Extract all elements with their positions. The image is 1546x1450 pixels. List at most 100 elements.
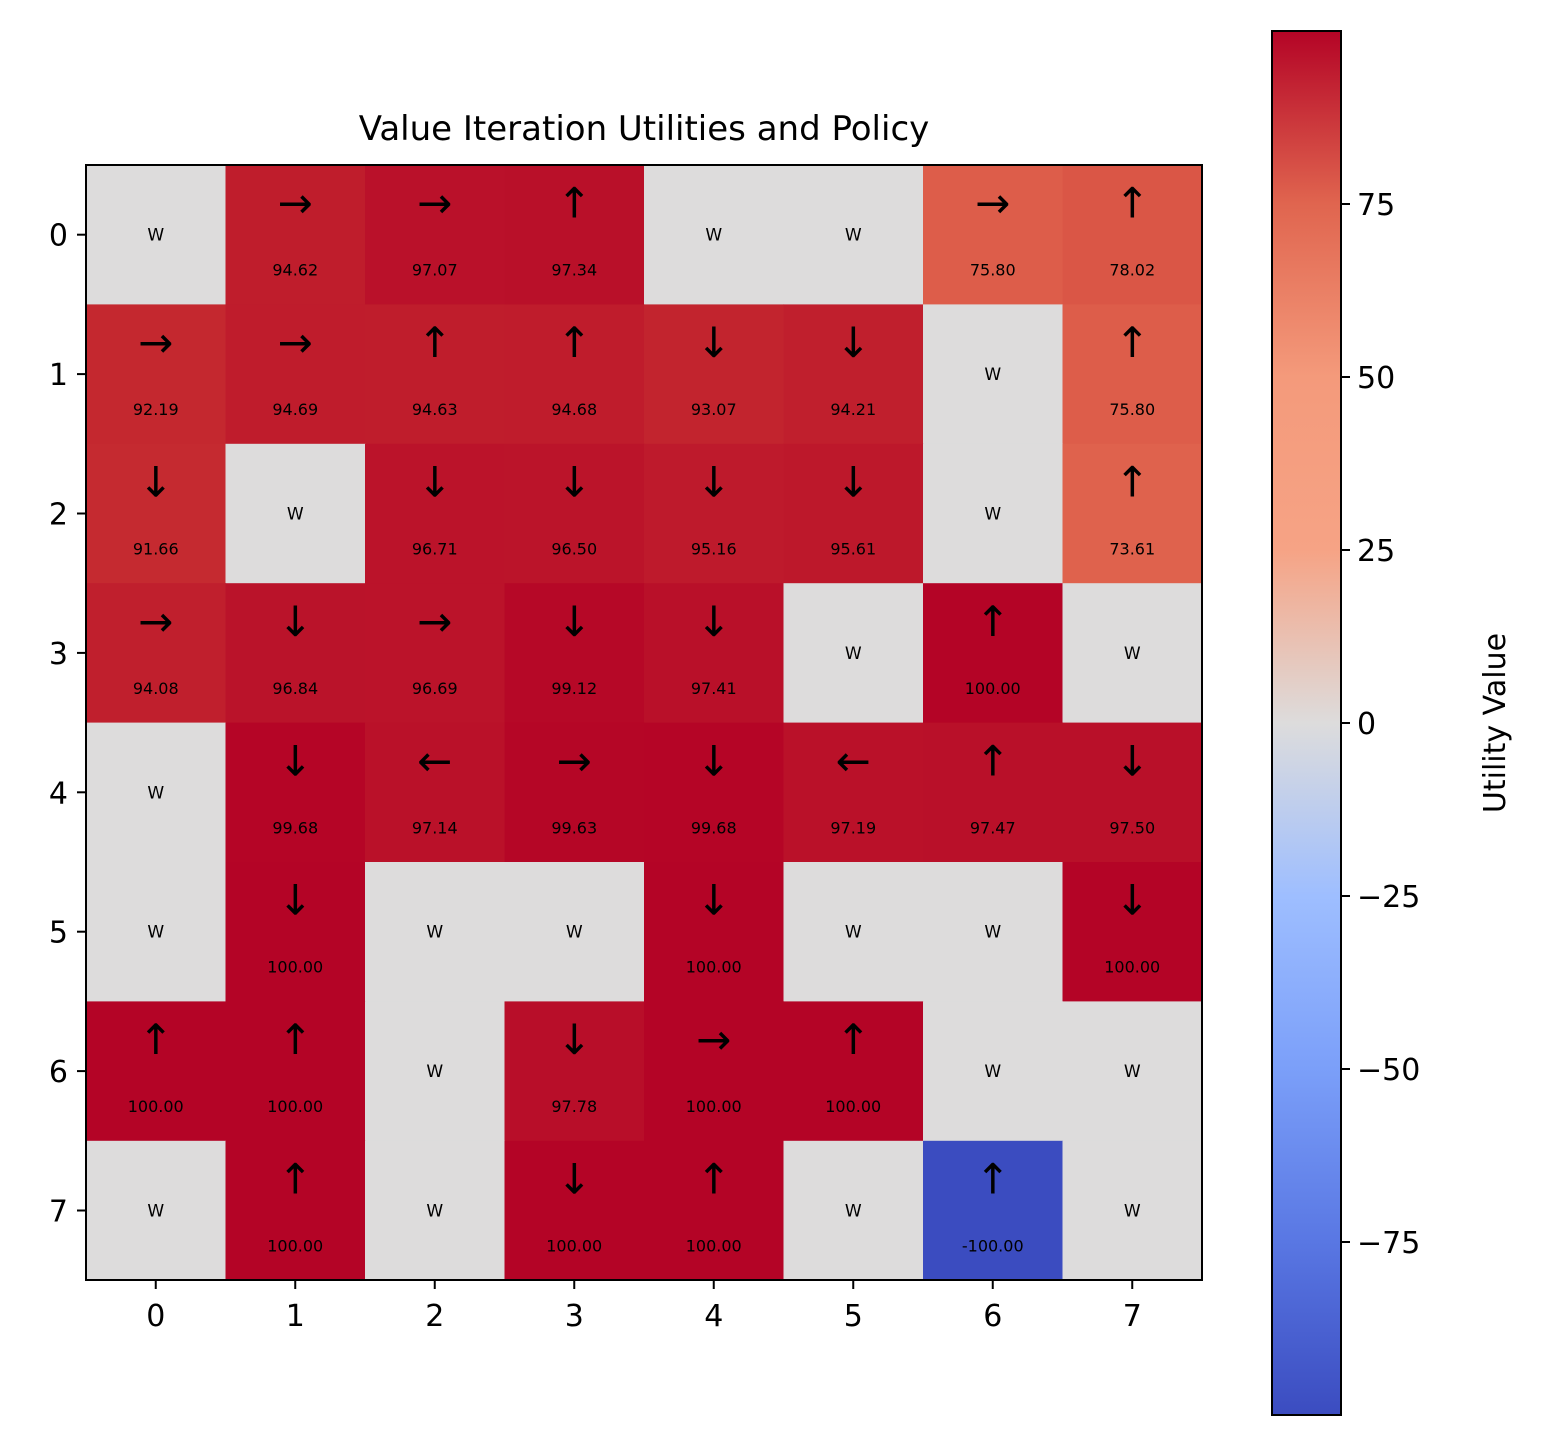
heatmap-cell [86, 304, 227, 445]
heatmap-cell [86, 443, 227, 584]
utility-label: 96.69 [412, 679, 458, 698]
policy-arrow: ↑ [975, 597, 1010, 646]
heatmap-cell [923, 165, 1064, 305]
wall-label: W [566, 923, 583, 943]
heatmap-cell [644, 1001, 785, 1142]
policy-arrow: ↑ [1115, 458, 1150, 507]
colorbar-tick-label: 0 [1357, 707, 1376, 742]
wall-label: W [147, 923, 164, 943]
utility-label: 100.00 [267, 1237, 323, 1256]
heatmap-cell [225, 304, 366, 445]
y-tick-label: 4 [49, 776, 68, 811]
heatmap-cell [923, 722, 1064, 863]
policy-arrow: → [278, 318, 313, 367]
heatmap-cell [225, 862, 366, 1002]
heatmap-cell [1062, 304, 1203, 445]
plot-frame [85, 164, 1203, 1281]
policy-arrow: ↓ [138, 458, 173, 507]
heatmap-cell [86, 583, 227, 724]
heatmap-cell [783, 165, 924, 305]
utility-label: 96.50 [551, 540, 597, 559]
colorbar-label: Utility Value [1478, 633, 1513, 813]
policy-arrow: → [975, 179, 1010, 228]
policy-arrow: ↓ [557, 597, 592, 646]
utility-label: -100.00 [962, 1237, 1024, 1256]
heatmap-cell [504, 443, 645, 584]
utility-label: 99.68 [691, 818, 737, 837]
utility-label: 100.00 [686, 1237, 742, 1256]
utility-label: 97.19 [830, 818, 876, 837]
policy-arrow: ↑ [417, 318, 452, 367]
policy-arrow: ↓ [696, 876, 731, 925]
heatmap-cell [644, 1140, 785, 1281]
heatmap-cell [365, 1140, 506, 1281]
colorbar-tick-label: −50 [1357, 1053, 1420, 1088]
x-tick-label: 3 [565, 1299, 584, 1334]
utility-label: 97.78 [551, 1097, 597, 1116]
heatmap-cell [923, 304, 1064, 445]
x-tick-label: 5 [844, 1299, 863, 1334]
x-tick-label: 0 [146, 1299, 165, 1334]
policy-arrow: ↑ [138, 1015, 173, 1064]
utility-label: 99.68 [272, 818, 318, 837]
wall-label: W [984, 365, 1001, 385]
heatmap-cell [365, 165, 506, 305]
policy-arrow: ↑ [975, 1155, 1010, 1204]
heatmap-cell [644, 304, 785, 445]
utility-label: 97.07 [412, 261, 458, 280]
x-tick-label: 2 [425, 1299, 444, 1334]
heatmap-cell [504, 722, 645, 863]
heatmap-cell [783, 862, 924, 1002]
utility-label: 100.00 [128, 1097, 184, 1116]
heatmap-cell [86, 722, 227, 863]
heatmap-cell [225, 583, 366, 724]
colorbar-tick-label: −25 [1357, 880, 1420, 915]
heatmap-cell [225, 722, 366, 863]
y-tick-label: 1 [49, 358, 68, 393]
heatmap-cell [923, 1140, 1064, 1281]
heatmap-cell [365, 862, 506, 1002]
utility-label: 95.16 [691, 540, 737, 559]
wall-label: W [426, 1062, 443, 1082]
utility-label: 94.62 [272, 261, 318, 280]
wall-label: W [147, 783, 164, 803]
policy-arrow: ↑ [696, 1155, 731, 1204]
utility-label: 100.00 [686, 958, 742, 977]
utility-label: 100.00 [1104, 958, 1160, 977]
wall-label: W [426, 923, 443, 943]
policy-arrow: ↓ [696, 736, 731, 785]
utility-label: 95.61 [830, 540, 876, 559]
heatmap-cell [504, 1140, 645, 1281]
colorbar [1271, 30, 1342, 1416]
policy-arrow: ↓ [696, 458, 731, 507]
y-tick-label: 3 [49, 637, 68, 672]
heatmap-cell [783, 443, 924, 584]
wall-label: W [845, 1202, 862, 1222]
colorbar-tick-label: 75 [1357, 188, 1395, 223]
colorbar-tick-label: 25 [1357, 534, 1395, 569]
x-axis: 0 1 2 3 4 5 6 7 [146, 1280, 1142, 1334]
policy-arrow: ↓ [557, 458, 592, 507]
heatmap-cell [644, 165, 785, 305]
utility-label: 92.19 [133, 400, 179, 419]
x-tick-label: 7 [1123, 1299, 1142, 1334]
colorbar-tick-label: −75 [1357, 1226, 1420, 1261]
wall-label: W [984, 505, 1001, 525]
utility-label: 93.07 [691, 400, 737, 419]
x-tick-label: 4 [704, 1299, 723, 1334]
utility-label: 97.47 [970, 818, 1016, 837]
utility-label: 75.80 [1109, 400, 1155, 419]
wall-label: W [1124, 1062, 1141, 1082]
heatmap-cell [365, 583, 506, 724]
policy-arrow: → [417, 179, 452, 228]
policy-arrow: ↓ [557, 1155, 592, 1204]
y-axis: 0 1 2 3 4 5 6 7 [49, 219, 86, 1230]
heatmap-cell [783, 583, 924, 724]
policy-arrow: ↑ [836, 1015, 871, 1064]
wall-label: W [426, 1202, 443, 1222]
policy-arrow: ↓ [278, 876, 313, 925]
utility-label: 75.80 [970, 261, 1016, 280]
utility-label: 96.71 [412, 540, 458, 559]
heatmap-cell [644, 443, 785, 584]
